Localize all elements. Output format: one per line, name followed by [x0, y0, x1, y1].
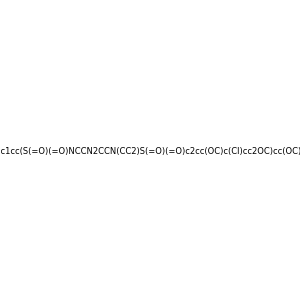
- Text: COc1cc(S(=O)(=O)NCCN2CCN(CC2)S(=O)(=O)c2cc(OC)c(Cl)cc2OC)cc(OC)c1Cl: COc1cc(S(=O)(=O)NCCN2CCN(CC2)S(=O)(=O)c2…: [0, 147, 300, 156]
